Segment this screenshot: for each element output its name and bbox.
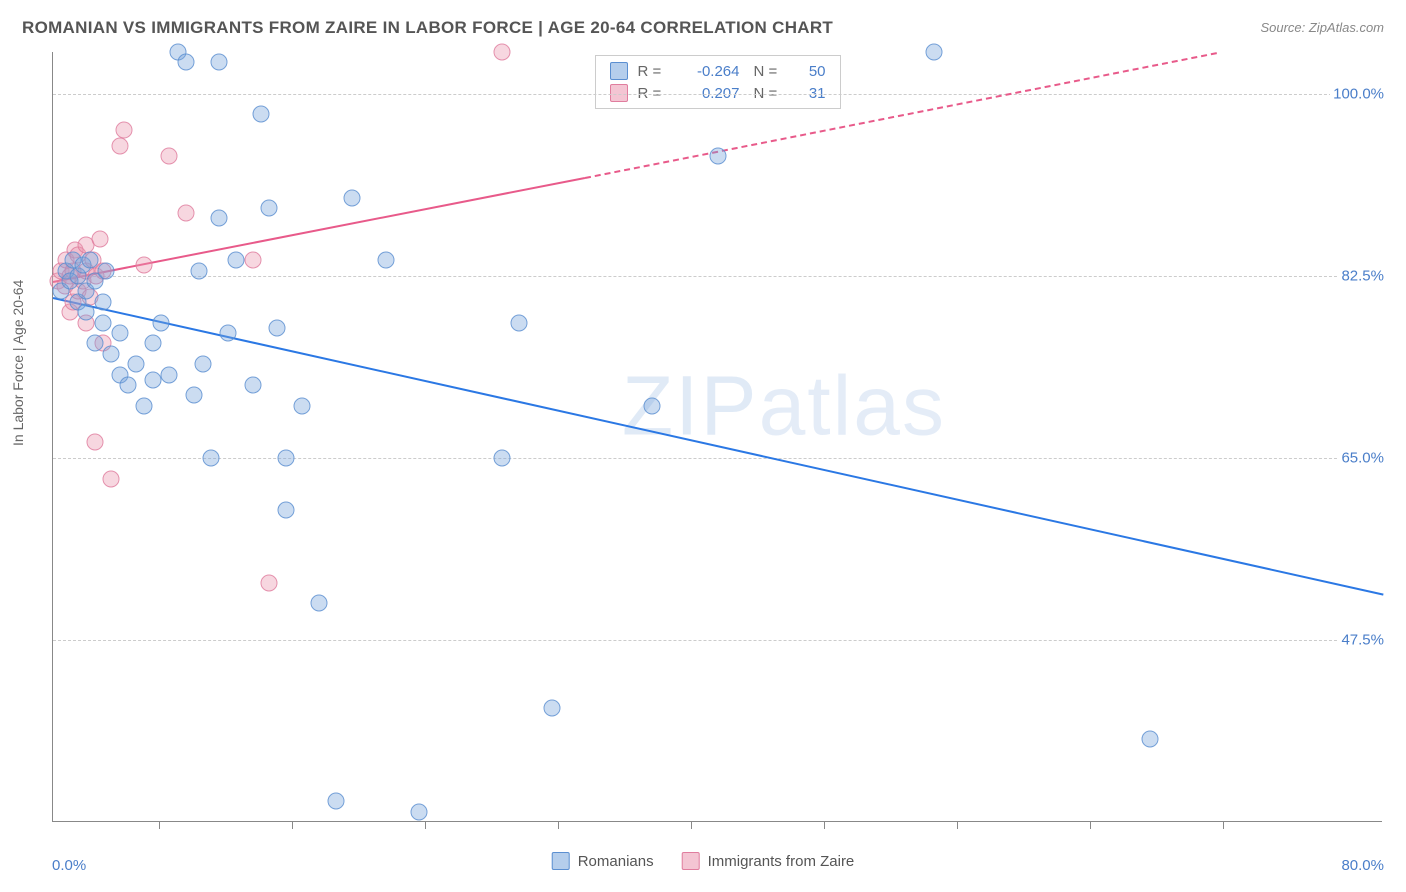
data-point — [78, 304, 95, 321]
data-point — [144, 371, 161, 388]
data-point — [111, 324, 128, 341]
data-point — [219, 324, 236, 341]
x-tick — [425, 821, 426, 829]
data-point — [81, 252, 98, 269]
data-point — [86, 335, 103, 352]
data-point — [261, 574, 278, 591]
y-tick-label: 47.5% — [1338, 631, 1384, 648]
data-point — [98, 262, 115, 279]
swatch-icon — [682, 852, 700, 870]
plot-area: ZIPatlas R =-0.264N =50R =0.207N =31 100… — [52, 52, 1382, 822]
trend-line — [53, 297, 1383, 596]
data-point — [269, 319, 286, 336]
x-tick — [691, 821, 692, 829]
data-point — [136, 257, 153, 274]
data-point — [144, 335, 161, 352]
data-point — [86, 434, 103, 451]
y-tick-label: 100.0% — [1330, 85, 1384, 102]
data-point — [643, 397, 660, 414]
data-point — [94, 293, 111, 310]
data-point — [103, 470, 120, 487]
gridline — [53, 640, 1382, 641]
watermark: ZIPatlas — [622, 357, 946, 454]
x-axis-max-label: 80.0% — [1341, 857, 1384, 874]
data-point — [136, 397, 153, 414]
data-point — [710, 148, 727, 165]
chart-title: ROMANIAN VS IMMIGRANTS FROM ZAIRE IN LAB… — [22, 18, 833, 38]
data-point — [128, 356, 145, 373]
y-tick-label: 82.5% — [1338, 267, 1384, 284]
data-point — [202, 449, 219, 466]
gridline — [53, 94, 1382, 95]
data-point — [1142, 730, 1159, 747]
y-tick-label: 65.0% — [1338, 449, 1384, 466]
gridline — [53, 276, 1382, 277]
data-point — [191, 262, 208, 279]
x-tick — [159, 821, 160, 829]
x-tick — [558, 821, 559, 829]
swatch-icon — [610, 62, 628, 80]
data-point — [103, 345, 120, 362]
data-point — [194, 356, 211, 373]
trend-line — [53, 177, 585, 283]
x-tick — [957, 821, 958, 829]
legend-label: Immigrants from Zaire — [708, 853, 855, 870]
data-point — [926, 44, 943, 61]
data-point — [178, 205, 195, 222]
data-point — [252, 106, 269, 123]
data-point — [261, 200, 278, 217]
r-value: -0.264 — [680, 63, 740, 80]
data-point — [277, 449, 294, 466]
x-axis-min-label: 0.0% — [52, 857, 86, 874]
correlation-box: R =-0.264N =50R =0.207N =31 — [595, 55, 841, 109]
data-point — [344, 189, 361, 206]
n-label: N = — [754, 63, 786, 80]
data-point — [327, 793, 344, 810]
data-point — [119, 376, 136, 393]
data-point — [94, 314, 111, 331]
data-point — [510, 314, 527, 331]
bottom-legend: Romanians Immigrants from Zaire — [552, 852, 855, 870]
data-point — [493, 44, 510, 61]
data-point — [410, 803, 427, 820]
data-point — [161, 148, 178, 165]
data-point — [244, 376, 261, 393]
data-point — [211, 54, 228, 71]
x-tick — [824, 821, 825, 829]
data-point — [377, 252, 394, 269]
swatch-icon — [552, 852, 570, 870]
data-point — [227, 252, 244, 269]
x-tick — [292, 821, 293, 829]
data-point — [311, 595, 328, 612]
source-label: Source: ZipAtlas.com — [1260, 20, 1384, 35]
data-point — [111, 137, 128, 154]
data-point — [244, 252, 261, 269]
data-point — [186, 387, 203, 404]
gridline — [53, 458, 1382, 459]
y-axis-title: In Labor Force | Age 20-64 — [10, 280, 26, 446]
data-point — [294, 397, 311, 414]
legend-item: Romanians — [552, 852, 654, 870]
data-point — [178, 54, 195, 71]
corr-row: R = -0.264 N = 50 — [596, 60, 840, 82]
legend-label: Romanians — [578, 853, 654, 870]
data-point — [116, 122, 133, 139]
data-point — [91, 231, 108, 248]
x-tick — [1223, 821, 1224, 829]
legend-item: Immigrants from Zaire — [682, 852, 855, 870]
data-point — [543, 699, 560, 716]
n-value: 50 — [796, 63, 826, 80]
r-label: R = — [638, 63, 670, 80]
watermark-b: atlas — [759, 358, 946, 452]
data-point — [153, 314, 170, 331]
x-tick — [1090, 821, 1091, 829]
data-point — [161, 366, 178, 383]
data-point — [493, 449, 510, 466]
data-point — [277, 501, 294, 518]
data-point — [211, 210, 228, 227]
